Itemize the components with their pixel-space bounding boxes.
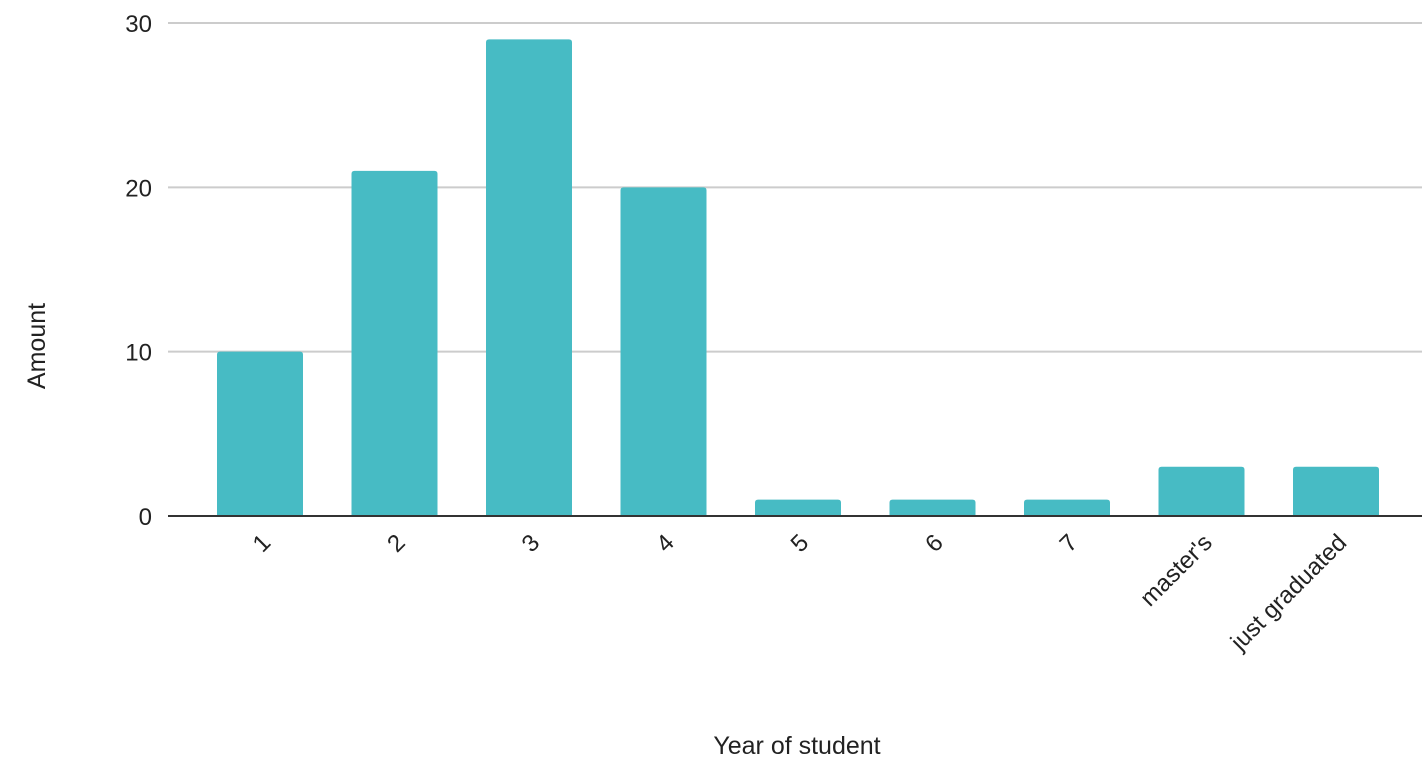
x-axis-ticks: 1 2 3 4 5 6 7 master's just graduated	[248, 529, 1353, 656]
x-tick-label: 4	[651, 529, 680, 558]
y-tick-label: 10	[125, 340, 152, 367]
x-tick-label: 7	[1055, 529, 1084, 558]
bar-5	[755, 499, 841, 516]
x-tick-label: 5	[786, 529, 815, 558]
bars	[217, 39, 1379, 517]
y-tick-label: 0	[139, 504, 152, 531]
y-tick-label: 30	[125, 11, 152, 38]
bar-1	[217, 351, 303, 516]
y-tick-label: 20	[125, 175, 152, 202]
x-axis-title: Year of student	[713, 732, 880, 760]
bar-master-s	[1158, 466, 1245, 516]
bar-3	[486, 39, 572, 516]
x-tick-label: 3	[517, 529, 546, 558]
bar-just-graduated	[1293, 466, 1379, 516]
bar-2	[351, 170, 438, 516]
bar-7	[1024, 499, 1110, 516]
bar-6	[889, 499, 976, 516]
y-axis-title: Amount	[23, 303, 51, 389]
bar-4	[620, 187, 707, 517]
x-tick-label: just graduated	[1225, 529, 1352, 656]
x-tick-label: 6	[920, 529, 949, 558]
x-tick-label: master's	[1135, 529, 1218, 612]
x-tick-label: 2	[382, 529, 411, 558]
y-axis-ticks: 0 10 20 30	[125, 11, 152, 531]
x-tick-label: 1	[248, 529, 277, 558]
